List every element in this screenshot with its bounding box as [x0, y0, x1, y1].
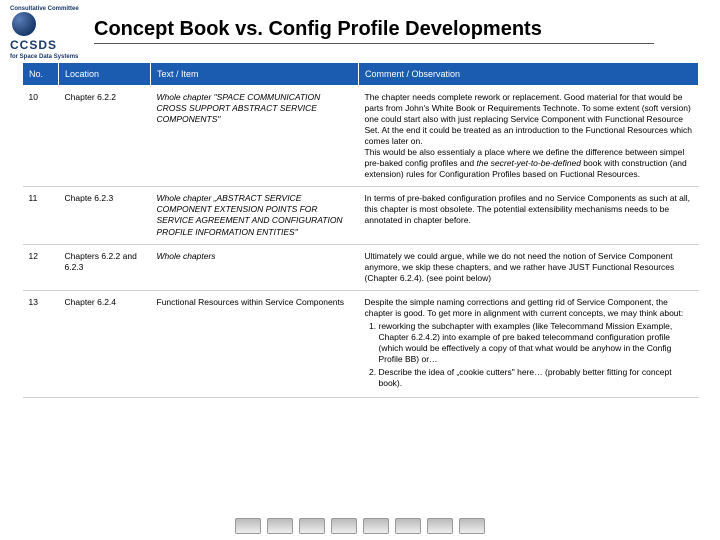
table-row: 10 Chapter 6.2.2 Whole chapter "SPACE CO…	[23, 86, 699, 187]
page-title: Concept Book vs. Config Profile Developm…	[94, 18, 654, 44]
comment-intro: Despite the simple naming corrections an…	[365, 297, 684, 318]
cell-comment: The chapter needs complete rework or rep…	[359, 86, 699, 187]
cell-comment: Ultimately we could argue, while we do n…	[359, 244, 699, 290]
comment-list-item: Describe the idea of „cookie cutters" he…	[379, 367, 693, 389]
col-header-location: Location	[59, 63, 151, 86]
cell-no: 13	[23, 290, 59, 397]
agency-logo-icon	[331, 518, 357, 534]
cell-location: Chapter 6.2.4	[59, 290, 151, 397]
comment-part-a: The chapter needs complete rework or rep…	[365, 92, 692, 146]
cell-location: Chapte 6.2.3	[59, 187, 151, 244]
logo-line2: for Space Data Systems	[10, 54, 80, 60]
cell-comment: Despite the simple naming corrections an…	[359, 290, 699, 397]
cell-location: Chapters 6.2.2 and 6.2.3	[59, 244, 151, 290]
comparison-table: No. Location Text / Item Comment / Obser…	[22, 62, 699, 398]
cell-no: 11	[23, 187, 59, 244]
col-header-comment: Comment / Observation	[359, 63, 699, 86]
cell-text: Whole chapter "SPACE COMMUNICATION CROSS…	[151, 86, 359, 187]
cell-no: 12	[23, 244, 59, 290]
table-header-row: No. Location Text / Item Comment / Obser…	[23, 63, 699, 86]
agency-logo-icon	[235, 518, 261, 534]
cell-no: 10	[23, 86, 59, 187]
agency-logo-icon	[427, 518, 453, 534]
table-row: 12 Chapters 6.2.2 and 6.2.3 Whole chapte…	[23, 244, 699, 290]
cell-location: Chapter 6.2.2	[59, 86, 151, 187]
table-row: 11 Chapte 6.2.3 Whole chapter „ABSTRACT …	[23, 187, 699, 244]
logo-letters: CCSDS	[10, 38, 57, 52]
cell-comment: In terms of pre-baked configuration prof…	[359, 187, 699, 244]
cell-text: Whole chapters	[151, 244, 359, 290]
globe-icon	[12, 12, 36, 36]
cell-text: Functional Resources within Service Comp…	[151, 290, 359, 397]
comment-list-item: reworking the subchapter with examples (…	[379, 321, 693, 365]
agency-logo-icon	[267, 518, 293, 534]
agency-logo-icon	[363, 518, 389, 534]
table-row: 13 Chapter 6.2.4 Functional Resources wi…	[23, 290, 699, 397]
col-header-text: Text / Item	[151, 63, 359, 86]
agency-logo-icon	[299, 518, 325, 534]
comment-emph: the secret-yet-to-be-defined	[477, 158, 581, 168]
col-header-no: No.	[23, 63, 59, 86]
agency-logo-icon	[459, 518, 485, 534]
agency-logo-icon	[395, 518, 421, 534]
ccsds-logo: Consultative Committee CCSDS for Space D…	[10, 6, 80, 36]
footer-agency-logos	[235, 518, 485, 534]
comment-list: reworking the subchapter with examples (…	[365, 321, 693, 389]
cell-text: Whole chapter „ABSTRACT SERVICE COMPONEN…	[151, 187, 359, 244]
